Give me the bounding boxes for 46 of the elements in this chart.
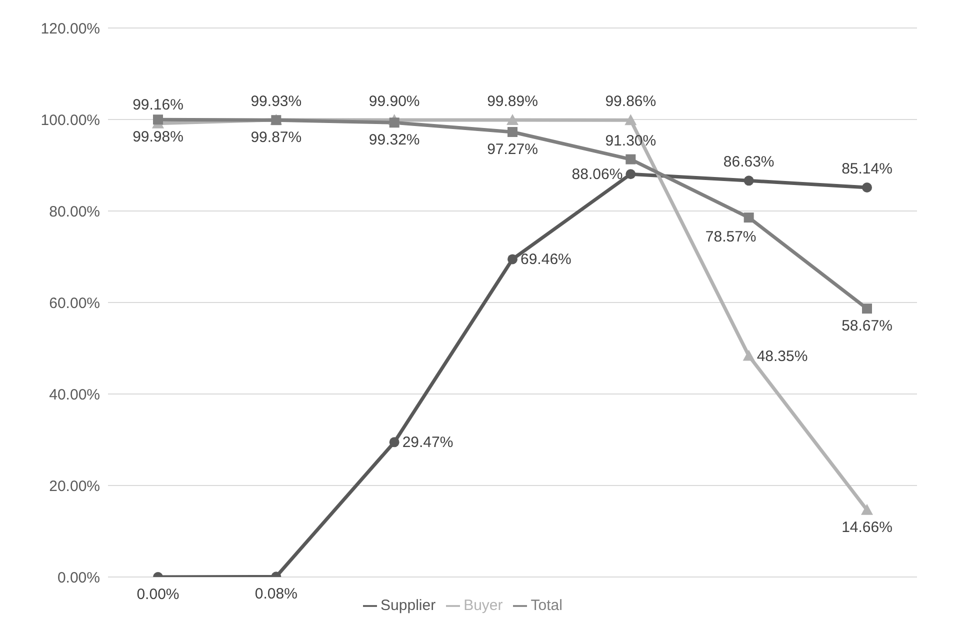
y-tick-label: 120.00% [40,20,100,38]
point [626,169,636,180]
data-label: 99.32% [368,132,420,149]
y-tick-label: 40.00% [49,386,100,404]
y-tick-label: 80.00% [49,203,100,220]
point [508,254,518,264]
point [626,154,636,164]
data-label: 78.57% [705,228,756,246]
y-tick-label: 100.00% [40,112,100,129]
data-label: 29.47% [402,434,454,452]
data-label: 14.66% [842,518,892,536]
data-label: 91.30% [605,132,656,150]
y-tick-label: 60.00% [49,294,100,312]
point [742,350,755,361]
point [744,176,754,186]
data-label: 48.35% [756,348,808,365]
y-tick-label: 0.00% [57,569,100,586]
point [862,182,872,192]
data-label: 69.46% [520,251,572,268]
data-label: 97.27% [487,140,538,158]
data-label: 0.08% [254,586,298,603]
legend-label: Total [530,597,562,614]
y-tick-label: 20.00% [49,478,100,495]
point [389,118,400,128]
point [862,304,872,314]
data-label: 99.87% [250,129,302,146]
data-label: 99.90% [368,92,420,110]
point [624,114,637,126]
data-label: 88.06% [572,166,623,184]
data-label: 85.14% [842,160,892,178]
point [389,437,400,448]
data-label: 99.89% [487,93,538,110]
point [744,212,754,223]
data-label: 99.93% [250,92,302,110]
data-label: 99.16% [132,96,184,114]
data-label: 99.86% [605,93,656,110]
point [506,114,518,126]
data-label: 99.98% [132,128,184,146]
legend-label: Buyer [464,597,503,614]
data-label: 58.67% [842,318,892,335]
point [508,126,518,137]
data-label: 86.63% [723,154,774,171]
point [153,114,163,125]
point [861,504,873,515]
legend-label: Supplier [380,597,436,614]
data-label: 0.00% [136,586,180,603]
